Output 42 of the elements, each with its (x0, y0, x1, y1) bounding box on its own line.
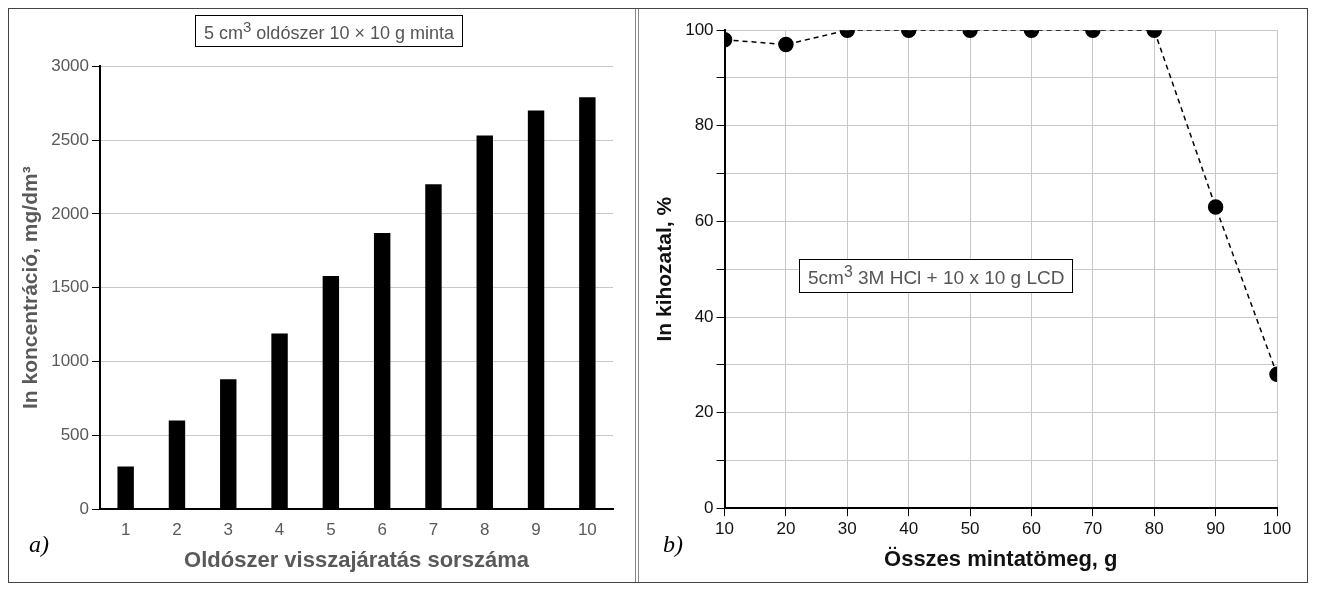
x-tick-label: 8 (480, 520, 490, 540)
y-tick-label: 80 (694, 115, 714, 135)
y-tick-label: 3000 (51, 55, 90, 75)
text: a) (29, 531, 49, 558)
x-tick-label: 10 (577, 520, 597, 540)
x-tick-label: 100 (1262, 519, 1292, 539)
y-tick-label: 1500 (51, 277, 90, 297)
x-tick-label: 4 (274, 520, 285, 540)
x-tick-label: 1 (120, 520, 131, 540)
x-tick-label: 2 (172, 520, 182, 540)
x-tick-label: 40 (899, 519, 919, 539)
y-axis-title: In kihozatal, % (652, 196, 676, 342)
x-tick-label: 10 (715, 519, 735, 539)
y-tick-label: 500 (60, 425, 90, 445)
x-tick-label: 9 (531, 520, 541, 540)
y-tick-label: 0 (79, 498, 90, 518)
x-tick-label: 5 (326, 520, 336, 540)
x-tick-label: 3 (223, 520, 233, 540)
annotation: 5cm$^{3}$ 3M HCl + 10 x 10 g LCD (799, 259, 1074, 294)
y-tick-label: 20 (694, 402, 714, 422)
text: b) (663, 531, 683, 558)
x-tick-label: 30 (837, 519, 857, 539)
x-tick-label: 20 (776, 519, 796, 539)
y-tick-label: 60 (694, 211, 714, 231)
point (1207, 199, 1224, 215)
x-tick-label: 90 (1206, 519, 1226, 539)
y-tick-label: 40 (694, 306, 714, 326)
x-axis-title: Oldószer visszajáratás sorszáma (184, 546, 530, 572)
y-tick-label: 1000 (51, 351, 90, 371)
x-tick-label: 6 (377, 520, 387, 540)
y-axis-title: In koncentráció, mg/dm³ (18, 166, 42, 410)
x-tick-label: 60 (1022, 519, 1041, 539)
y-tick-label: 2500 (51, 129, 90, 149)
x-tick-label: 7 (428, 520, 439, 540)
x-axis-title: Összes mintatömeg, g (884, 545, 1118, 571)
y-tick-label: 100 (685, 19, 714, 39)
x-tick-label: 50 (960, 519, 980, 539)
y-tick-label: 0 (704, 497, 714, 517)
y-tick-label: 2000 (51, 203, 90, 223)
x-tick-label: 70 (1083, 519, 1103, 539)
chart-title: 5 cm$^{3}$ oldószer 10 × 10 g minta (195, 15, 463, 47)
x-tick-label: 80 (1144, 519, 1164, 539)
